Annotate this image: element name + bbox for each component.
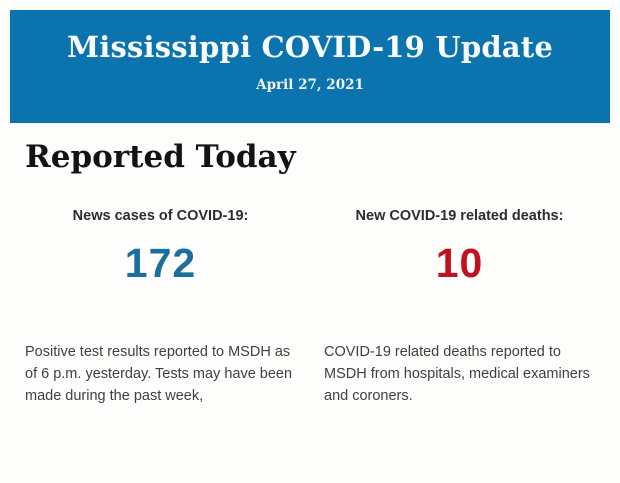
stats-row: News cases of COVID-19: 172 Positive tes…	[25, 208, 595, 407]
banner-title: Mississippi COVID-19 Update	[66, 30, 554, 64]
banner-date: April 27, 2021	[256, 77, 364, 93]
new-cases-description: Positive test results reported to MSDH a…	[25, 343, 293, 404]
new-cases-label: News cases of COVID-19:	[72, 207, 249, 224]
header-banner: Mississippi COVID-19 Update April 27, 20…	[10, 10, 610, 123]
deaths-label: New COVID-19 related deaths:	[355, 207, 564, 224]
deaths-description: COVID-19 related deaths reported to MSDH…	[324, 343, 590, 404]
section-heading: Reported Today	[25, 139, 296, 175]
stat-related-deaths: New COVID-19 related deaths: 10 COVID-19…	[324, 208, 595, 407]
stat-new-cases: News cases of COVID-19: 172 Positive tes…	[25, 208, 296, 407]
content-area: Reported Today News cases of COVID-19: 1…	[10, 123, 610, 407]
new-cases-value: 172	[124, 239, 197, 286]
deaths-value: 10	[435, 239, 484, 286]
